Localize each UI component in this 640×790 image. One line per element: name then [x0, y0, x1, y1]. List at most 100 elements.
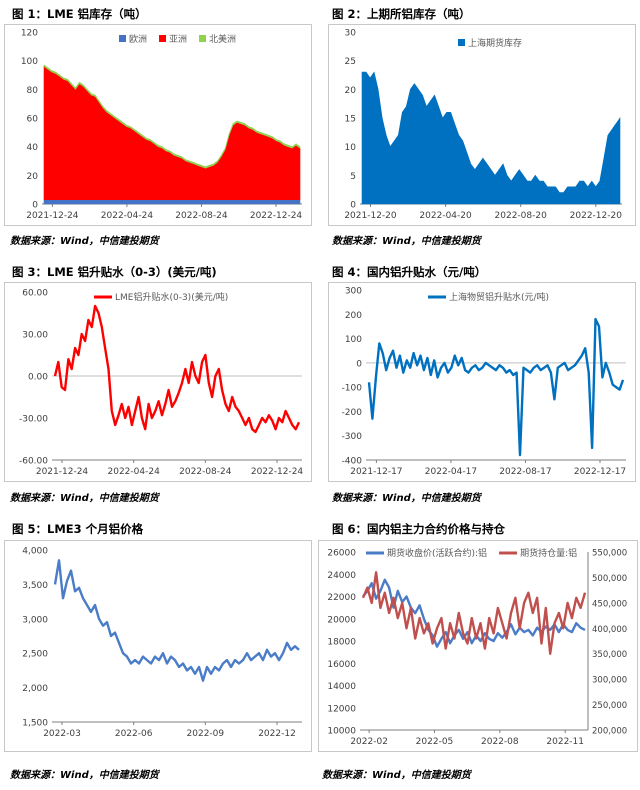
y2-tick-label: 450,000 — [592, 599, 627, 609]
chart-5-lme3m-price: 1,500 2,000 2,500 3,000 3,500 4,000 2022-03 202… — [4, 540, 312, 752]
x-tick-label: 2022-12-20 — [570, 211, 623, 221]
chart-2-title: 图 2：上期所铝库存（吨） — [332, 7, 471, 21]
y2-tick-label: 350,000 — [592, 650, 627, 660]
x-tick-label: 2022-05 — [416, 737, 454, 747]
source-note: 数据来源：Wind，中信建投期货 — [10, 236, 159, 247]
x-tick-label: 2022-03 — [43, 729, 81, 739]
chart-1-title: 图 1：LME 铝库存（吨） — [12, 7, 147, 21]
y-tick-label: -400 — [342, 457, 363, 467]
legend-label: 上海物贸铝升贴水(元/吨) — [449, 291, 549, 303]
y-tick-label: 18000 — [327, 638, 356, 648]
chart-4-title: 图 4：国内铝升贴水（元/吨） — [332, 265, 487, 279]
y-tick-label: 14000 — [327, 682, 356, 692]
y2-tick-label: 250,000 — [592, 701, 627, 711]
legend-label: 北美洲 — [209, 33, 236, 45]
series-line — [361, 571, 587, 655]
y-tick-label: 20 — [27, 172, 39, 182]
y-tick-label: -30.00 — [19, 415, 48, 425]
series-line — [367, 317, 625, 457]
series-area — [43, 199, 301, 205]
plot-frame — [328, 282, 636, 482]
series-area — [361, 71, 621, 205]
y-tick-label: 24000 — [327, 571, 356, 581]
y-tick-label: 30.00 — [22, 331, 48, 341]
y-tick-label: 16000 — [327, 660, 356, 670]
x-tick-label: 2022-08-20 — [495, 211, 548, 221]
chart-6-svg: 10000 12000 14000 16000 18000 20000 22000 24000… — [318, 540, 638, 752]
plot-frame — [4, 282, 312, 482]
chart-3-title: 图 3：LME 铝升贴水（0-3）(美元/吨) — [12, 265, 217, 279]
y-tick-label: 30 — [345, 29, 357, 39]
legend-swatch — [159, 35, 167, 42]
chart-2-svg: 0 5 10 15 20 25 30 2021-12-20 2022-04-20 2022-08-… — [328, 24, 636, 226]
x-tick-label: 2022-04-20 — [419, 211, 472, 221]
x-tick-label: 2022-12-24 — [251, 467, 304, 477]
chart-4-svg: -400 -300 -200 -100 0 100 200 300 2021-12-17 2022… — [328, 282, 636, 482]
x-tick-label: 2022-12 — [258, 729, 296, 739]
chart-1-svg: 0 20 40 60 80 100 120 2021-12-24 2022-04-24 2022-… — [4, 24, 312, 226]
chart-5-svg: 1,500 2,000 2,500 3,000 3,500 4,000 2022-03 202… — [4, 540, 312, 752]
y-tick-label: -300 — [342, 432, 363, 442]
y-tick-label: 10000 — [327, 727, 356, 737]
x-tick-label: 2022-04-17 — [425, 467, 477, 477]
x-tick-label: 2022-08-24 — [175, 211, 228, 221]
y2-tick-label: 550,000 — [592, 549, 627, 559]
series-line — [53, 304, 301, 434]
y-tick-label: -200 — [342, 408, 363, 418]
x-tick-label: 2021-12-20 — [344, 211, 397, 221]
y-tick-label: 60 — [27, 115, 39, 125]
y2-tick-label: 200,000 — [592, 727, 627, 737]
x-tick-label: 2022-08-24 — [179, 467, 232, 477]
y-tick-label: 25 — [345, 57, 356, 67]
x-tick-label: 2022-02 — [350, 737, 388, 747]
chart-3-svg: -60.00 -30.00 0.00 30.00 60.00 2021-12-24 2022… — [4, 282, 312, 482]
x-tick-label: 2022-08-17 — [499, 467, 551, 477]
x-tick-label: 2022-12-17 — [574, 467, 626, 477]
y-tick-label: 5 — [350, 172, 356, 182]
x-tick-label: 2021-12-24 — [26, 211, 79, 221]
legend-label: 上海期货库存 — [468, 37, 522, 49]
y-tick-label: 22000 — [327, 593, 356, 603]
legend-label: 亚洲 — [169, 34, 187, 45]
y2-tick-label: 400,000 — [592, 625, 627, 635]
y-tick-label: 0.00 — [28, 373, 48, 383]
y-tick-label: 3,500 — [22, 581, 48, 591]
y-tick-label: 2,500 — [22, 650, 48, 660]
chart-1-lme-inventory: 0 20 40 60 80 100 120 2021-12-24 2022-04-24 2022-… — [4, 24, 312, 226]
y-tick-label: 2,000 — [22, 684, 48, 694]
legend-swatch — [119, 35, 126, 42]
x-tick-label: 2022-04-24 — [101, 211, 154, 221]
y-tick-label: 0 — [32, 201, 38, 211]
x-tick-label: 2022-06 — [115, 729, 153, 739]
y2-tick-label: 300,000 — [592, 676, 627, 686]
legend-label: LME铝升贴水(0-3)(美元/吨) — [115, 291, 228, 303]
y2-tick-label: 500,000 — [592, 574, 627, 584]
x-tick-label: 2022-08 — [481, 737, 519, 747]
y-tick-label: 12000 — [327, 704, 356, 714]
y-tick-label: 100 — [21, 57, 38, 67]
y-tick-label: 120 — [21, 29, 38, 39]
source-note: 数据来源：Wind，中信建投期货 — [332, 236, 481, 247]
legend-swatch — [199, 35, 207, 42]
y-tick-label: 20000 — [327, 615, 356, 625]
series-area — [43, 64, 301, 169]
chart-5-title: 图 5：LME3 个月铝价格 — [12, 522, 144, 536]
y-tick-label: 4,000 — [22, 547, 48, 557]
y-tick-label: 60.00 — [22, 289, 48, 299]
y-tick-label: 26000 — [327, 549, 356, 559]
source-note: 数据来源：Wind，中信建投期货 — [10, 770, 159, 781]
y-tick-label: 100 — [345, 335, 362, 345]
source-note: 数据来源：Wind，中信建投期货 — [10, 493, 159, 504]
y-tick-label: 1,500 — [22, 719, 48, 729]
y-tick-label: 0 — [356, 359, 362, 369]
x-tick-label: 2021-12-24 — [36, 467, 89, 477]
y-tick-label: 10 — [345, 143, 357, 153]
chart-6-title: 图 6：国内铝主力合约价格与持仓 — [332, 522, 506, 536]
legend-label: 期货持仓量:铝 — [520, 547, 577, 559]
y-tick-label: 15 — [345, 115, 356, 125]
chart-4-domestic-spread: -400 -300 -200 -100 0 100 200 300 2021-12-17 2022… — [328, 282, 636, 482]
y-tick-label: 80 — [27, 86, 39, 96]
chart-3-lme-spread: -60.00 -30.00 0.00 30.00 60.00 2021-12-24 2022… — [4, 282, 312, 482]
y-tick-label: -100 — [342, 384, 363, 394]
plot-frame — [4, 540, 312, 752]
